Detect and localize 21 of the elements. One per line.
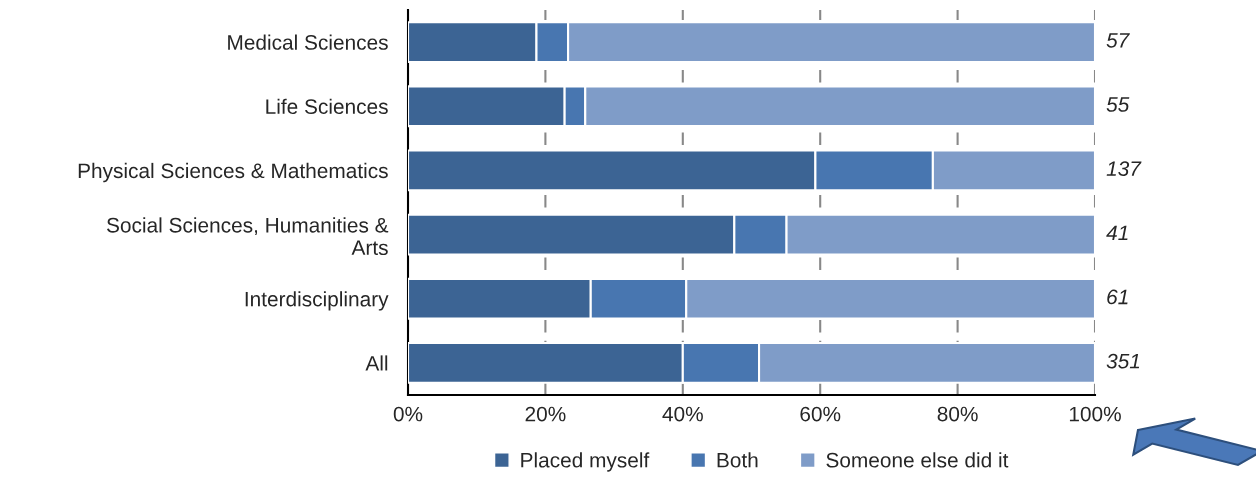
text: 61 [1107, 289, 1128, 305]
x-tick-label: 20% [525, 406, 566, 422]
x-tick-label: 60% [800, 406, 841, 422]
y-tick-label: Medical Sciences [228, 34, 388, 50]
y-tick-label: All [365, 355, 388, 371]
legend-label: Someone else did it [826, 452, 1009, 468]
x-tick-label: 40% [662, 406, 703, 422]
legend-label: Placed myself [521, 452, 650, 472]
y-tick-label: Social Sciences, Humanities & Arts [106, 217, 389, 256]
x-tick-label: 80% [937, 406, 978, 422]
y-tick-label: Interdisciplinary [245, 291, 389, 311]
text: 351 [1106, 353, 1140, 369]
x-tick-label: 100% [1069, 406, 1121, 422]
text: 137 [1106, 161, 1142, 177]
text: 41 [1106, 225, 1128, 240]
y-tick-label: Physical Sciences & Mathematics [78, 162, 388, 183]
text: 55 [1106, 97, 1130, 112]
y-tick-label: Life Sciences [266, 98, 388, 114]
text: 57 [1106, 33, 1130, 48]
legend-label: Both [717, 452, 758, 468]
x-tick-label: 0% [393, 406, 423, 422]
